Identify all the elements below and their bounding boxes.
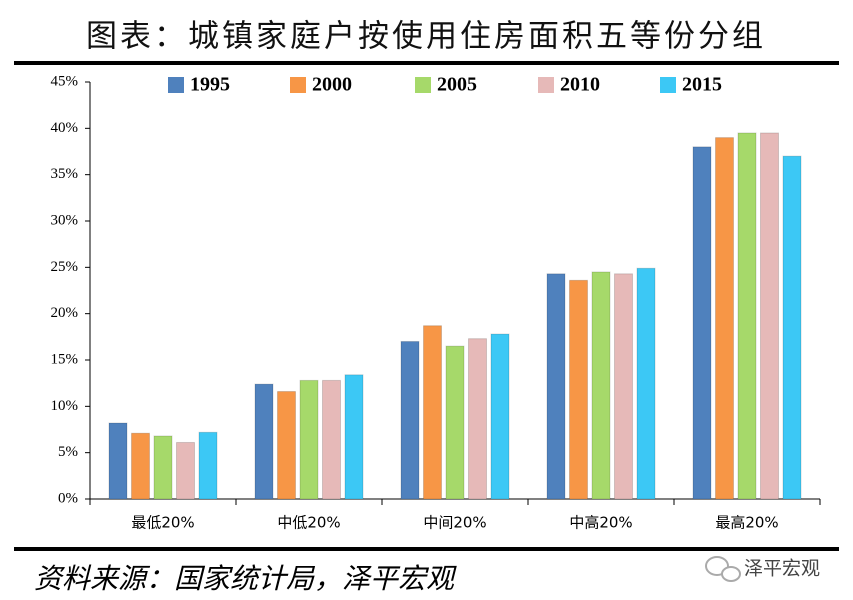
bar <box>692 146 712 500</box>
chart-title: 图表：城镇家庭户按使用住房面积五等份分组 <box>86 19 766 55</box>
legend-swatch <box>290 77 306 93</box>
y-tick-label: 35% <box>51 166 79 182</box>
bar <box>400 340 420 500</box>
legend-label: 2005 <box>437 74 477 96</box>
bar <box>198 431 218 500</box>
bar <box>546 273 566 500</box>
x-tick-label: 中高20% <box>569 514 632 532</box>
bar <box>591 271 611 500</box>
bar <box>423 325 442 500</box>
bar <box>569 279 588 500</box>
bar <box>344 374 364 500</box>
y-tick-label: 5% <box>58 444 78 460</box>
bar <box>782 155 802 500</box>
bar <box>277 391 296 500</box>
watermark-icon <box>705 556 741 582</box>
bar <box>614 273 633 500</box>
bar <box>468 338 487 500</box>
bar <box>322 379 341 500</box>
y-tick-label: 0% <box>58 490 78 506</box>
bar <box>490 333 510 500</box>
top-rule <box>14 61 839 65</box>
y-tick-label: 20% <box>51 305 79 321</box>
watermark: 泽平宏观 <box>744 558 820 580</box>
y-tick-label: 45% <box>51 73 79 89</box>
y-tick-label: 40% <box>51 120 79 136</box>
y-tick-label: 10% <box>51 398 79 414</box>
bar <box>153 435 173 500</box>
y-tick-label: 15% <box>51 351 79 367</box>
legend-label: 2010 <box>560 74 600 96</box>
bar <box>131 432 150 500</box>
legend-swatch <box>538 77 554 93</box>
y-tick-label: 30% <box>51 212 79 228</box>
y-tick-label: 25% <box>51 259 79 275</box>
legend-label: 2000 <box>312 74 352 96</box>
bar <box>108 422 128 500</box>
x-tick-label: 最高20% <box>715 514 778 532</box>
bar <box>254 383 274 500</box>
legend-swatch <box>415 77 431 93</box>
x-tick-label: 最低20% <box>131 514 194 532</box>
bar <box>445 345 465 500</box>
x-tick-label: 中间20% <box>423 514 486 532</box>
legend-label: 2015 <box>682 74 722 96</box>
bar <box>299 379 319 500</box>
legend-swatch <box>660 77 676 93</box>
bar <box>760 132 779 500</box>
bar <box>176 441 195 500</box>
bottom-rule <box>14 547 839 551</box>
x-tick-label: 中低20% <box>277 514 340 532</box>
bar <box>737 132 757 500</box>
legend-swatch <box>168 77 184 93</box>
bar <box>715 137 734 500</box>
source-note: 资料来源：国家统计局，泽平宏观 <box>34 562 457 595</box>
legend-label: 1995 <box>190 74 230 96</box>
bar <box>636 267 656 500</box>
